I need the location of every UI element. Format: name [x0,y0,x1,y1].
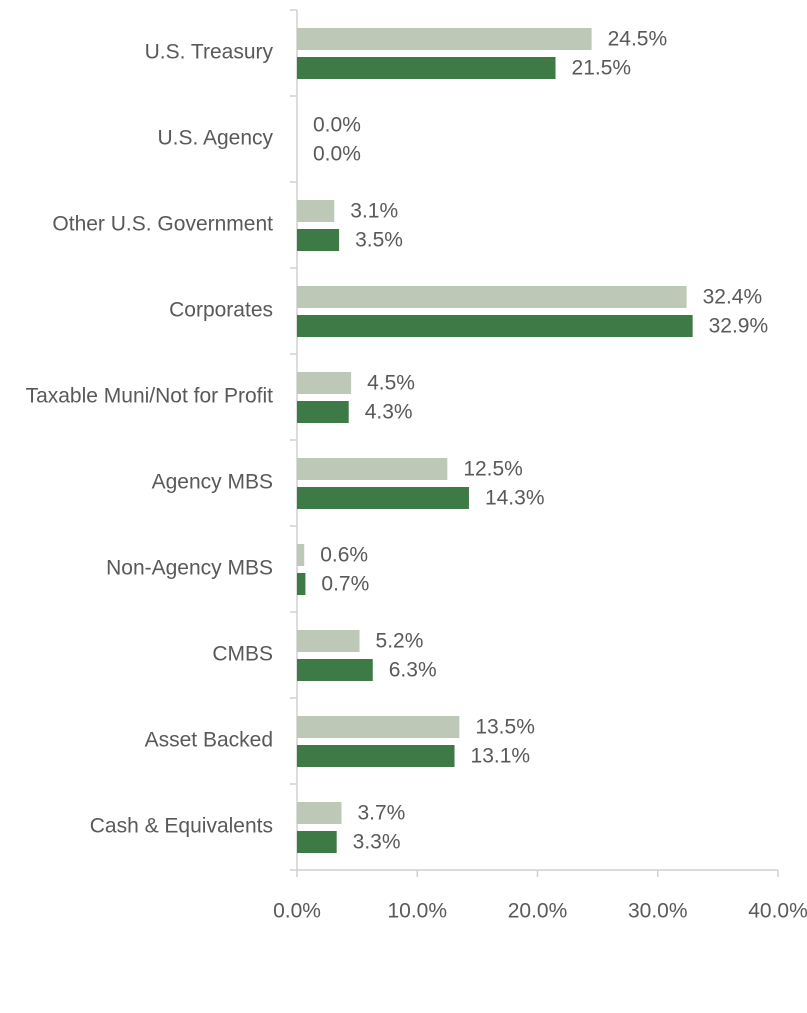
bar [297,487,469,509]
x-tick-label: 20.0% [508,900,568,923]
y-tick-label: Cash & Equivalents [90,815,273,838]
bar [297,831,337,853]
bar [297,716,460,738]
x-tick-label: 10.0% [387,900,447,923]
bar [297,573,306,595]
value-label: 32.4% [703,286,763,309]
value-label: 5.2% [376,630,424,653]
x-tick-label: 0.0% [273,900,321,923]
bar [297,659,373,681]
value-label: 21.5% [572,57,632,80]
y-tick-label: Agency MBS [152,471,273,494]
value-label: 4.3% [365,401,413,424]
x-tick-label: 30.0% [628,900,688,923]
bar [297,745,455,767]
value-label: 0.6% [320,544,368,567]
y-tick-label: U.S. Agency [157,127,273,150]
value-label: 3.5% [355,229,403,252]
bar [297,544,305,566]
y-tick-label: Corporates [169,299,273,322]
y-tick-label: U.S. Treasury [145,41,274,64]
value-label: 12.5% [463,458,523,481]
y-tick-label: CMBS [212,643,273,666]
bar [297,286,687,308]
bar [297,630,360,652]
bar [297,229,340,251]
bar [297,372,352,394]
bar [297,57,556,79]
y-tick-label: Taxable Muni/Not for Profit [26,385,274,408]
value-label: 32.9% [709,315,769,338]
bar [297,458,448,480]
value-label: 13.1% [471,745,531,768]
value-label: 3.3% [353,831,401,854]
bar [297,401,349,423]
y-tick-label: Non-Agency MBS [106,557,273,580]
value-label: 3.1% [350,200,398,223]
value-label: 0.0% [313,114,361,137]
bar [297,315,693,337]
value-label: 24.5% [608,28,668,51]
y-tick-label: Asset Backed [145,729,273,752]
value-label: 13.5% [475,716,535,739]
y-tick-label: Other U.S. Government [52,213,273,236]
value-label: 3.7% [357,802,405,825]
value-label: 4.5% [367,372,415,395]
bar [297,200,335,222]
value-label: 0.0% [313,143,361,166]
bar [297,802,342,824]
bar [297,28,592,50]
value-label: 0.7% [321,573,369,596]
value-label: 14.3% [485,487,545,510]
x-tick-label: 40.0% [748,900,807,923]
value-label: 6.3% [389,659,437,682]
